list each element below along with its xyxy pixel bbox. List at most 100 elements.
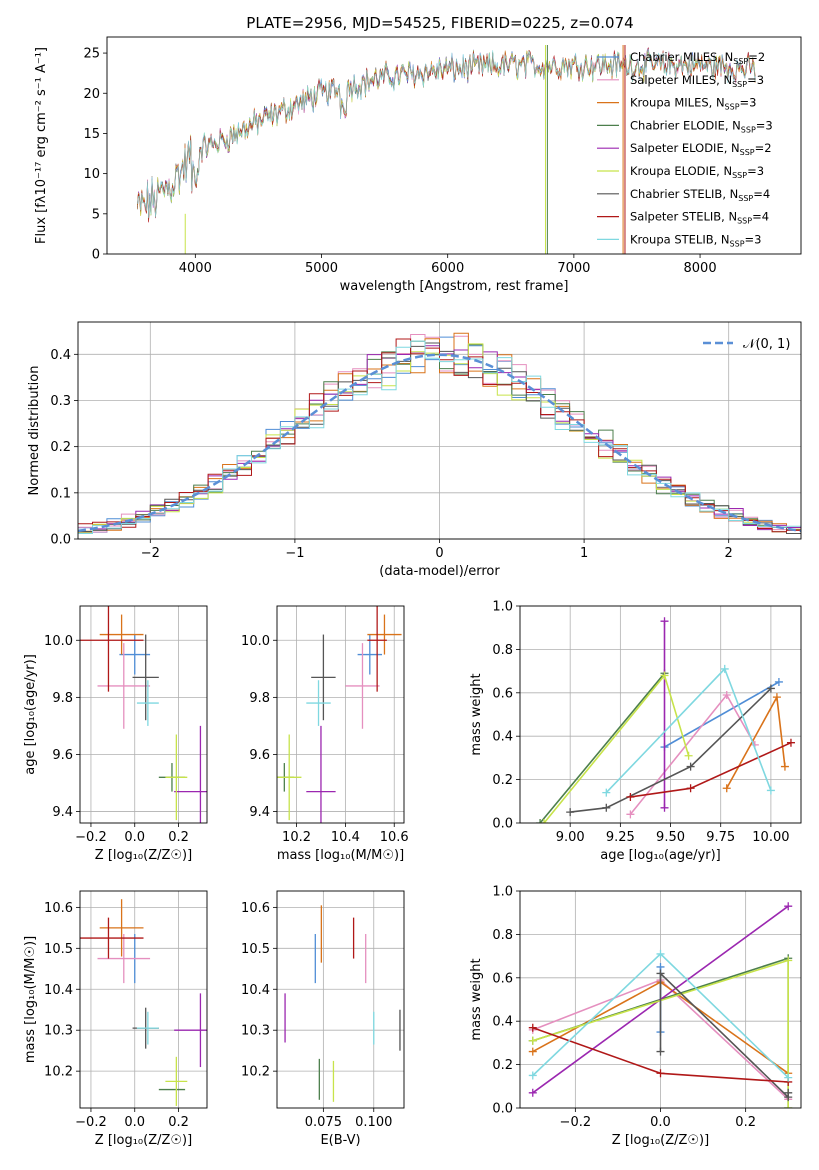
mass_weight_vs_age-point-marker [602, 788, 611, 797]
spectrum-xtick-label: 8000 [684, 261, 717, 276]
mass_weight_vs_age-point-marker [774, 677, 783, 686]
mass_vs_ebv-frame [276, 890, 405, 1109]
mass_vs_Z-ytick-label: 10.3 [44, 1024, 73, 1039]
mass_weight_vs_age-xtick-label: 9.50 [656, 830, 685, 845]
mass_weight_vs_age-point-marker [766, 786, 775, 795]
age_vs_Z-ylabel: age [log₁₀(age/yr)] [23, 654, 38, 775]
legend-label-sub: SSP [732, 171, 747, 180]
legend-label-sub: SSP [740, 148, 755, 157]
age_vs_mass-ytick-label: 9.8 [249, 691, 270, 706]
legend-label-text: Salpeter STELIB, N [630, 210, 737, 224]
mass_weight_vs_Z-point-marker [528, 1023, 537, 1032]
age_vs_Z-xlabel: Z [log₁₀(Z/Z☉)] [95, 848, 192, 863]
mass_weight_vs_Z-ytick-label: 1.0 [492, 885, 513, 900]
legend-label-text: Chabrier MILES, N [630, 50, 733, 64]
age_vs_mass-xtick-label: 10.4 [331, 830, 360, 845]
mass_weight_vs_Z-point-marker [528, 1088, 537, 1097]
age_vs_Z-ytick-label: 9.6 [52, 748, 73, 763]
mass_vs_Z-xlabel: Z [log₁₀(Z/Z☉)] [95, 1133, 192, 1148]
mass_vs_ebv-ytick-label: 10.3 [241, 1024, 270, 1039]
mass_weight_vs_age-xlabel: age [log₁₀(age/yr)] [600, 848, 721, 863]
mass_weight_vs_age-point-marker [720, 664, 729, 673]
mass_weight_vs_Z-ytick-label: 0.0 [492, 1102, 513, 1117]
mass_vs_ebv-xtick-label: 0.075 [305, 1115, 342, 1130]
mass_vs_ebv-xtick-label: 0.100 [355, 1115, 392, 1130]
residuals-plot-area [78, 332, 801, 534]
spectrum-ylabel: Flux [fλ10⁻¹⁷ erg cm⁻² s⁻¹ A⁻¹] [34, 47, 49, 244]
residuals-ytick-label: 0.1 [50, 486, 71, 501]
age_vs_Z-xtick-label: 0.0 [124, 830, 145, 845]
legend-label-sub: SSP [732, 80, 747, 89]
age_vs_Z-xtick-label: −0.2 [75, 830, 107, 845]
mass_vs_Z-ylabel: mass [log₁₀(M/M☉)] [23, 936, 38, 1063]
age_vs_mass-xtick-label: 10.6 [380, 830, 409, 845]
legend-label-sub: SSP [725, 103, 740, 112]
mass_weight_vs_Z-point-marker [784, 1088, 793, 1097]
mass_vs_ebv-panel: 0.075 0.100 10.2 10.3 10.4 10.5 10.6 E(B-V) [241, 890, 405, 1148]
mass_weight_vs_Z-xlabel: Z [log₁₀(Z/Z☉)] [612, 1133, 709, 1148]
age_vs_mass-xtick-label: 10.2 [282, 830, 311, 845]
mass_weight_vs_age-point-marker [602, 803, 611, 812]
spectrum-xtick-label: 6000 [431, 261, 464, 276]
mass_vs_Z-frame [79, 890, 208, 1109]
mass_weight_vs_age-point-marker [540, 819, 549, 823]
residuals-histogram-series [78, 340, 801, 534]
residuals-xlabel: (data-model)/error [379, 564, 500, 579]
age_vs_Z-plot-area [80, 606, 207, 823]
mass_weight_vs_age-xtick-label: 9.25 [606, 830, 635, 845]
figure-title: PLATE=2956, MJD=54525, FIBERID=0225, z=0… [246, 14, 633, 32]
mass_vs_ebv-ytick-label: 10.5 [241, 942, 270, 957]
mass_vs_ebv-plot-area [284, 905, 401, 1102]
legend-label-sub: SSP [741, 125, 756, 134]
mass_weight_vs_age-ytick-label: 0.4 [492, 730, 513, 745]
mass_weight_vs_age-point-marker [772, 693, 781, 702]
mass_weight_vs_age-ytick-label: 0.0 [492, 817, 513, 832]
mass_weight_vs_age-point-marker [766, 684, 775, 693]
residuals-frame [77, 321, 802, 540]
mass_weight_vs_Z-point-marker [784, 1104, 793, 1108]
mass_weight_vs_Z-point-marker [784, 902, 793, 911]
legend-label-suffix: =2 [748, 50, 765, 64]
mass_vs_Z-xtick-label: 0.0 [124, 1115, 145, 1130]
age_vs_Z-ytick-label: 9.4 [52, 805, 73, 820]
residuals-legend: 𝒩(0, 1) [703, 337, 790, 352]
residuals-panel: −2 −1 0 1 2 0.0 0.1 0.2 0.3 0.4 (data-model)/error… [27, 321, 802, 579]
mass_weight_vs_Z-ytick-label: 0.2 [492, 1058, 513, 1073]
mass_weight_vs_Z-ytick-label: 0.8 [492, 928, 513, 943]
mass_vs_Z-plot-area [80, 899, 207, 1106]
mass_weight_vs_Z-xtick-label: 0.0 [650, 1115, 671, 1130]
mass_weight_vs_Z-ytick-label: 0.6 [492, 971, 513, 986]
mass_vs_ebv-ytick-label: 10.4 [241, 983, 270, 998]
mass_weight_vs_Z-xtick-label: 0.2 [735, 1115, 756, 1130]
spectrum-xtick-label: 7000 [557, 261, 590, 276]
legend-label-text: Salpeter ELODIE, N [630, 141, 740, 155]
legend-label-suffix: =4 [752, 210, 769, 224]
age_vs_Z-frame [79, 605, 208, 824]
spectrum-xlabel: wavelength [Angstrom, rest frame] [340, 279, 569, 294]
mass_weight_vs_Z-frame [519, 890, 802, 1109]
spectrum-plot-area [137, 45, 756, 254]
mass_weight_vs_age-plot-area [536, 617, 795, 823]
residuals-ylabel: Normed distribution [27, 366, 42, 496]
mass_weight_vs_Z-point-marker [528, 1036, 537, 1045]
mass_weight_vs_age-xtick-label: 9.00 [556, 830, 585, 845]
mass_weight_vs_Z-xtick-label: −0.2 [560, 1115, 592, 1130]
mass_weight_vs_Z-panel: −0.2 0.0 0.2 0.0 0.2 0.4 0.6 0.8 1.0 Z [log₁₀(Z/Z… [469, 885, 802, 1148]
spectrum-ytick-label: 25 [83, 47, 100, 62]
mass_weight_vs_Z-point-marker [784, 1073, 793, 1082]
legend-label-text: Kroupa STELIB, N [630, 232, 730, 246]
mass_weight_vs_age-point-marker [536, 819, 545, 823]
spectrum-panel: 4000 5000 6000 7000 8000 0 5 10 15 20 25 wavelength… [34, 36, 802, 294]
legend-label-suffix: =3 [747, 164, 764, 178]
mass_vs_Z-xtick-label: −0.2 [75, 1115, 107, 1130]
mass_weight_vs_age-ylabel: mass weight [469, 673, 484, 755]
legend-label-suffix: =3 [756, 118, 773, 132]
mass_weight_vs_age-series-line [570, 687, 772, 813]
legend-label-suffix: =4 [753, 187, 770, 201]
legend-label-suffix: =3 [740, 96, 757, 110]
spectrum-legend-label: Chabrier ELODIE, NSSP=3 [630, 118, 773, 134]
residuals-xtick-label: −1 [285, 546, 304, 561]
mass_vs_ebv-ytick-label: 10.2 [241, 1065, 270, 1080]
